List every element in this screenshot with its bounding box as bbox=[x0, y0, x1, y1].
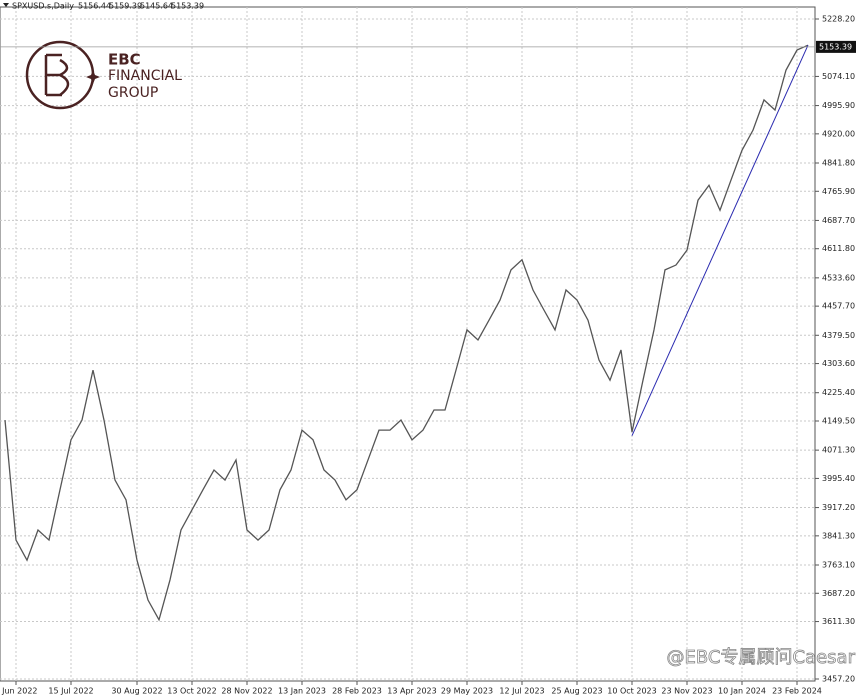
y-tick-label: 4533.60 bbox=[822, 273, 855, 282]
logo-mark: EBC bbox=[108, 51, 141, 69]
x-tick-label: 13 Jan 2023 bbox=[278, 687, 326, 696]
plot-frame bbox=[0, 6, 816, 682]
x-tick-label: 23 Feb 2024 bbox=[772, 687, 822, 696]
x-tick-label: 12 Jul 2023 bbox=[499, 687, 544, 696]
y-tick-label: 4225.40 bbox=[822, 388, 855, 397]
x-tick-label: 28 Feb 2023 bbox=[332, 687, 382, 696]
y-tick-label: 3687.20 bbox=[822, 589, 855, 598]
open: 5156.44 bbox=[78, 2, 111, 11]
y-tick-label: 4149.50 bbox=[822, 416, 855, 425]
y-tick-label: 4303.60 bbox=[822, 359, 855, 368]
y-tick-label: 4071.30 bbox=[822, 446, 855, 455]
y-tick-label: 4457.70 bbox=[822, 302, 855, 311]
x-tick-label: 1 Jun 2022 bbox=[0, 687, 38, 696]
last-price-label: 5153.39 bbox=[819, 42, 852, 51]
x-tick-label: 13 Apr 2023 bbox=[387, 687, 436, 696]
watermark: @EBC专属顾问Caesar bbox=[667, 647, 856, 668]
y-tick-label: 3611.30 bbox=[822, 617, 855, 626]
logo-letters bbox=[44, 53, 70, 97]
y-tick-label: 5074.10 bbox=[822, 72, 855, 81]
x-tick-label: 13 Oct 2022 bbox=[167, 687, 216, 696]
y-tick-label: 3917.20 bbox=[822, 503, 855, 512]
x-tick-label: 29 May 2023 bbox=[441, 687, 493, 696]
y-tick-label: 3841.30 bbox=[822, 531, 855, 540]
y-tick-label: 4611.80 bbox=[822, 244, 855, 253]
y-tick-label: 3763.10 bbox=[822, 560, 855, 569]
logo: EBC FINANCIAL GROUP bbox=[25, 40, 182, 110]
x-tick-label: 30 Aug 2022 bbox=[111, 687, 162, 696]
x-tick-label: 10 Oct 2023 bbox=[607, 687, 656, 696]
y-tick-label: 4995.90 bbox=[822, 101, 855, 110]
y-tick-label: 4920.00 bbox=[822, 129, 855, 138]
close: 5153.39 bbox=[171, 2, 204, 11]
header: SPXUSD.s,Daily 5156.44 5159.39 5145.64 5… bbox=[3, 2, 204, 11]
logo-star bbox=[86, 70, 100, 84]
y-tick-label: 3457.20 bbox=[822, 674, 855, 683]
x-tick-label: 23 Nov 2023 bbox=[661, 687, 712, 696]
x-tick-label: 10 Jan 2024 bbox=[718, 687, 766, 696]
y-tick-label: 3995.40 bbox=[822, 474, 855, 483]
y-tick-label: 5228.20 bbox=[822, 14, 855, 23]
low: 5145.64 bbox=[140, 2, 173, 11]
x-tick-label: 25 Aug 2023 bbox=[551, 687, 602, 696]
x-tick-label: 15 Jul 2022 bbox=[48, 687, 93, 696]
y-tick-label: 4379.50 bbox=[822, 331, 855, 340]
logo-name: FINANCIAL bbox=[108, 68, 182, 84]
y-tick-label: 4687.70 bbox=[822, 216, 855, 225]
last-price-tag bbox=[816, 40, 856, 53]
y-tick-label: 4765.90 bbox=[822, 187, 855, 196]
logo-group: GROUP bbox=[108, 85, 158, 101]
high: 5159.39 bbox=[109, 2, 142, 11]
header-arrow bbox=[3, 3, 9, 7]
x-tick-label: 28 Nov 2022 bbox=[221, 687, 272, 696]
price-line bbox=[4, 44, 809, 622]
symbol: SPXUSD.s,Daily bbox=[12, 2, 74, 11]
y-tick-label: 4841.80 bbox=[822, 158, 855, 167]
trendline bbox=[631, 44, 809, 436]
